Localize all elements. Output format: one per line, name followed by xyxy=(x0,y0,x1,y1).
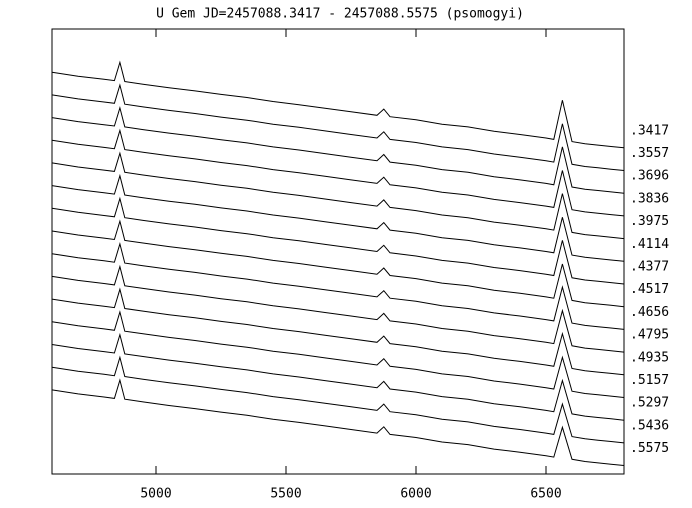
spectrum-line xyxy=(51,173,625,262)
plot-frame xyxy=(51,28,625,475)
spectrum-line xyxy=(51,355,625,444)
series-label: .4656 xyxy=(630,305,669,320)
series-label: .4935 xyxy=(630,350,669,365)
spectrum-line xyxy=(51,378,625,466)
series-label: .4114 xyxy=(630,237,669,252)
spectrum-line xyxy=(51,151,625,240)
series-label: .4795 xyxy=(630,328,669,343)
spectrum-line xyxy=(51,332,625,421)
spectrum-line xyxy=(51,196,625,285)
spectrum-line xyxy=(51,242,625,330)
spectrum-line xyxy=(51,219,625,308)
series-label: .3557 xyxy=(630,146,669,161)
spectrum-line xyxy=(51,83,625,171)
x-tick-label: 6500 xyxy=(530,487,561,502)
spectrum-line xyxy=(51,128,625,217)
spectrum-line xyxy=(51,310,625,398)
spectrum-line xyxy=(51,105,625,194)
series-label: .3975 xyxy=(630,214,669,229)
series-label: .4517 xyxy=(630,282,669,297)
series-label: .3696 xyxy=(630,169,669,184)
series-label: .5436 xyxy=(630,418,669,433)
x-tick-label: 5500 xyxy=(270,487,301,502)
series-label: .3836 xyxy=(630,191,669,206)
series-label: .4377 xyxy=(630,259,669,274)
series-label: .5297 xyxy=(630,396,669,411)
series-label: .3417 xyxy=(630,123,669,138)
x-tick-label: 5000 xyxy=(140,487,171,502)
spectrum-line xyxy=(51,287,625,376)
spectrum-line xyxy=(51,60,625,149)
series-label: .5575 xyxy=(630,441,669,456)
chart-title: U Gem JD=2457088.3417 - 2457088.5575 (ps… xyxy=(156,7,524,22)
x-tick-label: 6000 xyxy=(400,487,431,502)
spectrum-line xyxy=(51,264,625,353)
series-label: .5157 xyxy=(630,373,669,388)
